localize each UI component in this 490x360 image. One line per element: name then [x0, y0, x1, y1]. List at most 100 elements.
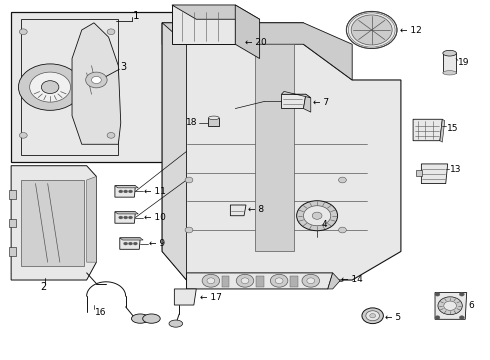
Bar	[290, 276, 297, 287]
Polygon shape	[87, 176, 97, 262]
Circle shape	[362, 308, 383, 324]
Polygon shape	[435, 293, 466, 319]
Polygon shape	[328, 273, 340, 289]
Circle shape	[370, 314, 375, 318]
Circle shape	[339, 227, 346, 233]
Circle shape	[236, 274, 254, 287]
Text: ← 5: ← 5	[385, 313, 401, 322]
Polygon shape	[255, 44, 294, 251]
Circle shape	[185, 227, 193, 233]
Text: ← 20: ← 20	[245, 38, 267, 47]
Bar	[221, 276, 229, 287]
Bar	[256, 276, 264, 287]
Circle shape	[270, 274, 288, 287]
Polygon shape	[230, 205, 246, 216]
Text: 13: 13	[450, 166, 461, 175]
Text: ← 7: ← 7	[313, 98, 329, 107]
Circle shape	[207, 278, 215, 284]
Circle shape	[123, 242, 127, 245]
Polygon shape	[282, 94, 306, 109]
Circle shape	[435, 316, 440, 319]
Text: ← 14: ← 14	[342, 275, 363, 284]
Text: 3: 3	[121, 63, 127, 72]
Polygon shape	[120, 238, 140, 249]
Circle shape	[351, 15, 392, 45]
Circle shape	[128, 242, 132, 245]
Polygon shape	[21, 19, 118, 155]
Text: 2: 2	[40, 282, 47, 292]
Polygon shape	[115, 186, 135, 197]
Circle shape	[202, 274, 220, 287]
Polygon shape	[120, 238, 143, 240]
Polygon shape	[162, 23, 401, 280]
Text: 15: 15	[447, 124, 458, 133]
Bar	[9, 190, 16, 199]
Text: 19: 19	[459, 58, 470, 67]
Text: ← 12: ← 12	[400, 26, 422, 35]
Circle shape	[133, 242, 137, 245]
Circle shape	[107, 29, 115, 35]
Circle shape	[275, 278, 283, 284]
Text: 4: 4	[322, 220, 328, 229]
Circle shape	[312, 212, 322, 219]
Circle shape	[366, 311, 379, 321]
Text: ← 8: ← 8	[248, 205, 264, 214]
Polygon shape	[172, 5, 260, 19]
Circle shape	[107, 132, 115, 138]
Polygon shape	[162, 23, 352, 80]
Ellipse shape	[443, 50, 457, 56]
Polygon shape	[172, 5, 235, 44]
Circle shape	[128, 190, 132, 193]
Circle shape	[444, 301, 457, 310]
Circle shape	[123, 190, 127, 193]
Text: 1: 1	[133, 11, 140, 21]
Ellipse shape	[169, 320, 183, 327]
Ellipse shape	[208, 116, 219, 120]
Circle shape	[119, 216, 122, 219]
Bar	[208, 118, 219, 126]
Circle shape	[307, 278, 315, 284]
Polygon shape	[162, 23, 187, 280]
Text: ← 17: ← 17	[200, 293, 222, 302]
Polygon shape	[303, 94, 311, 112]
Text: ← 10: ← 10	[144, 213, 166, 222]
Bar	[9, 247, 16, 256]
Polygon shape	[413, 119, 442, 141]
Circle shape	[296, 201, 338, 231]
Bar	[443, 53, 457, 73]
Circle shape	[123, 216, 127, 219]
Circle shape	[41, 81, 59, 94]
Bar	[9, 219, 16, 227]
Ellipse shape	[443, 71, 457, 75]
Circle shape	[92, 76, 101, 84]
Circle shape	[438, 297, 462, 315]
Circle shape	[346, 12, 397, 49]
Polygon shape	[115, 212, 138, 214]
Polygon shape	[440, 119, 445, 142]
Circle shape	[241, 278, 249, 284]
Circle shape	[435, 293, 440, 296]
Polygon shape	[11, 166, 97, 280]
Circle shape	[86, 72, 107, 88]
Text: 6: 6	[468, 301, 474, 310]
Polygon shape	[72, 23, 121, 144]
Polygon shape	[21, 180, 84, 266]
Circle shape	[339, 177, 346, 183]
Bar	[11, 12, 220, 162]
Circle shape	[460, 293, 464, 296]
Circle shape	[185, 177, 193, 183]
Ellipse shape	[131, 314, 149, 323]
Polygon shape	[174, 289, 196, 305]
Bar	[416, 170, 422, 176]
Circle shape	[20, 29, 27, 35]
Text: 16: 16	[96, 308, 107, 317]
Circle shape	[30, 72, 71, 102]
Text: 18: 18	[186, 118, 197, 127]
Circle shape	[302, 274, 319, 287]
Circle shape	[119, 190, 122, 193]
Polygon shape	[282, 91, 311, 98]
Polygon shape	[235, 5, 260, 59]
Text: ← 11: ← 11	[144, 187, 166, 196]
Ellipse shape	[143, 314, 160, 323]
Circle shape	[20, 132, 27, 138]
